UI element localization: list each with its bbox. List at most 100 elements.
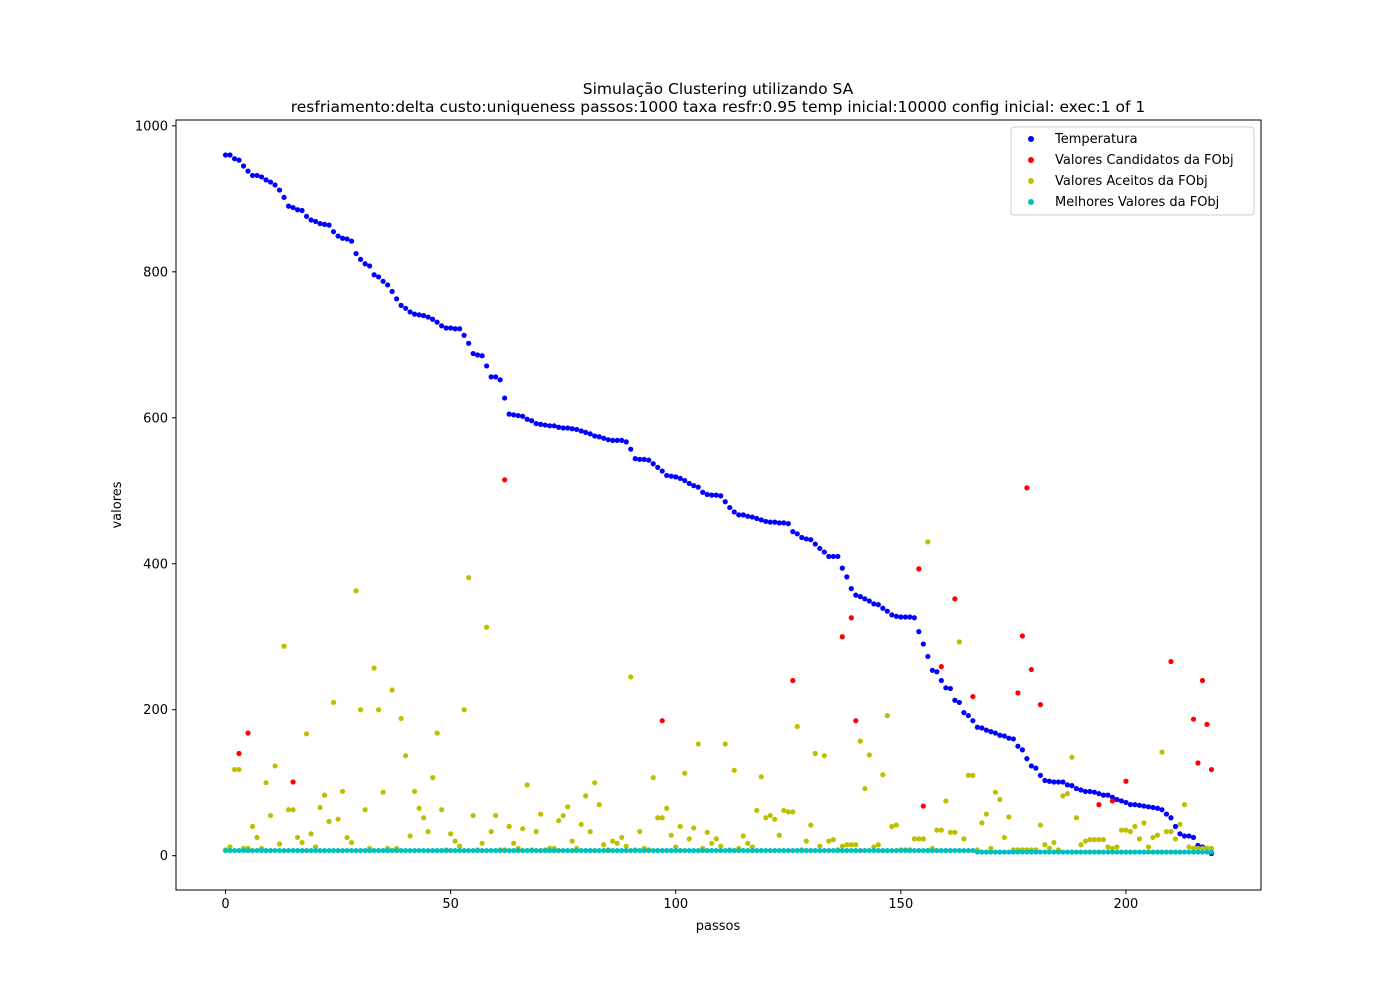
temperatura-point	[1154, 805, 1161, 811]
temperatura-point	[488, 374, 494, 380]
aceito-point	[1132, 823, 1138, 830]
melhor-point	[497, 847, 503, 854]
melhor-point	[844, 847, 850, 854]
temperatura-point	[907, 614, 913, 620]
temperatura-point	[988, 729, 994, 735]
aceito-point	[947, 829, 953, 835]
melhor-point	[1118, 849, 1125, 855]
temperatura-point	[839, 565, 845, 571]
aceito-point	[1046, 845, 1052, 852]
temperatura-point	[285, 203, 292, 209]
candidato-point	[1028, 666, 1034, 673]
temperatura-point	[538, 421, 544, 427]
x-axis: 0 50 100 150 200	[221, 890, 1138, 912]
temperatura-point	[290, 204, 296, 211]
melhor-point	[276, 847, 283, 854]
series-temperatura	[222, 152, 1215, 857]
candidato-point	[1195, 760, 1201, 766]
melhor-point	[601, 847, 607, 854]
y-tick-label: 800	[143, 265, 168, 280]
temperatura-point	[1073, 785, 1080, 792]
aceito-point	[853, 842, 859, 848]
temperatura-point	[222, 152, 229, 158]
aceito-point	[344, 834, 350, 841]
temperatura-point	[1109, 794, 1116, 800]
aceito-point	[1073, 815, 1080, 821]
temperatura-point	[317, 221, 323, 227]
aceito-point	[1064, 791, 1071, 797]
temperatura-point	[1028, 763, 1034, 769]
melhor-point	[1091, 849, 1098, 855]
aceito-point	[452, 838, 458, 844]
temperatura-point	[236, 157, 242, 163]
melhor-point	[749, 847, 755, 854]
temperatura-point	[1150, 804, 1156, 811]
legend-label-melhores: Melhores Valores da FObj	[1055, 195, 1219, 210]
aceito-point	[826, 838, 832, 844]
aceito-point	[628, 674, 634, 680]
melhor-point	[542, 847, 548, 854]
candidato-point	[970, 693, 976, 700]
melhor-point	[862, 847, 868, 854]
temperatura-point	[1015, 743, 1021, 749]
melhor-point	[592, 847, 598, 854]
x-tick-label: 100	[663, 897, 688, 912]
temperatura-point	[758, 517, 764, 523]
candidato-point	[938, 664, 944, 670]
melhor-point	[781, 847, 787, 854]
aceito-point	[938, 827, 944, 833]
aceito-point	[1096, 837, 1102, 843]
aceito-point	[254, 834, 260, 841]
melhor-point	[803, 847, 809, 854]
temperatura-point	[276, 187, 283, 193]
melhor-point	[835, 847, 841, 854]
aceito-point	[560, 812, 566, 819]
melhor-point	[808, 847, 814, 854]
melhor-point	[668, 847, 674, 854]
aceito-point	[312, 844, 319, 850]
temperatura-point	[754, 515, 760, 522]
melhor-point	[1037, 849, 1043, 855]
melhor-point	[398, 847, 404, 854]
temperatura-point	[799, 534, 805, 541]
temperatura-point	[1024, 756, 1030, 762]
melhor-point	[889, 847, 895, 854]
melhor-point	[258, 847, 265, 854]
aceito-point	[871, 844, 877, 850]
aceito-point	[227, 844, 233, 850]
plot-area	[176, 120, 1261, 890]
melhor-point	[1127, 849, 1134, 855]
temperatura-point	[583, 429, 589, 435]
melhor-point	[686, 847, 692, 854]
temperatura-point	[866, 598, 872, 604]
temperatura-point	[880, 605, 886, 611]
temperatura-point	[263, 177, 269, 183]
melhor-point	[1159, 849, 1165, 855]
temperatura-point	[299, 207, 305, 214]
temperatura-point	[686, 480, 692, 487]
aceito-point	[1006, 814, 1012, 820]
aceito-point	[339, 788, 346, 795]
temperatura-point	[857, 594, 863, 600]
melhor-point	[1181, 849, 1188, 855]
melhor-point	[299, 847, 305, 854]
melhor-point	[610, 847, 616, 854]
temperatura-point	[421, 313, 427, 319]
aceito-point	[348, 839, 355, 846]
temperatura-point	[1019, 747, 1025, 753]
aceito-point	[371, 665, 377, 671]
melhor-point	[1177, 849, 1183, 855]
temperatura-point	[394, 296, 400, 302]
melhor-point	[272, 847, 278, 854]
melhor-point	[524, 847, 530, 854]
melhor-point	[511, 847, 517, 854]
aceito-point	[430, 775, 436, 781]
melhor-point	[637, 847, 643, 854]
y-tick-label: 1000	[135, 119, 168, 134]
aceito-point	[709, 840, 715, 846]
aceito-point	[1186, 844, 1192, 850]
temperatura-point	[330, 229, 337, 235]
legend-label-aceitos: Valores Aceitos da FObj	[1055, 174, 1208, 189]
melhor-point	[443, 847, 449, 854]
